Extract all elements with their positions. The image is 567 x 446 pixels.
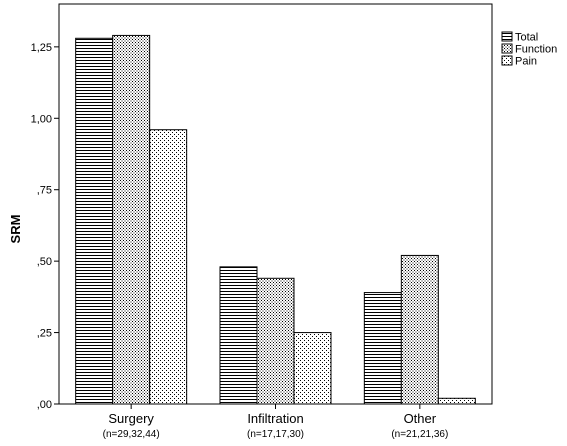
bar-infiltration-total [219,266,258,405]
y-tick-label: ,25 [37,328,52,340]
bar-surgery-function [112,34,151,405]
x-category-label: Infiltration [247,411,303,426]
bar-surgery-pain [149,129,188,405]
y-tick-label: 1,25 [31,42,52,54]
bar-group [75,34,476,405]
y-tick-label: ,00 [37,399,52,411]
bar-infiltration-function [256,277,295,405]
bar-other-total [363,292,402,405]
bar-other-pain [437,397,476,405]
y-tick-label: ,75 [37,185,52,197]
legend-label-function: Function [515,44,557,56]
bar-surgery-total [75,37,114,405]
bar-other-function [400,254,439,405]
y-tick-label: 1,00 [31,113,52,125]
legend-swatch-total [501,31,513,42]
legend-label-total: Total [515,32,538,44]
y-axis-label: SRM [8,215,23,244]
bar-infiltration-pain [293,332,332,405]
legend-label-pain: Pain [515,56,537,68]
x-category-sublabel: (n=21,21,36) [391,429,448,440]
x-category-label: Surgery [108,411,154,426]
x-category-sublabel: (n=29,32,44) [103,429,160,440]
x-category-label: Other [404,411,437,426]
legend-swatch-function [501,43,513,54]
x-axis: Surgery (n=29,32,44) Infiltration (n=17,17,… [103,404,448,440]
legend-swatch-pain [501,55,513,66]
y-tick-label: ,50 [37,256,52,268]
x-category-sublabel: (n=17,17,30) [247,429,304,440]
y-axis: ,00 ,25 ,50 ,75 1,00 1,25 [31,42,59,411]
